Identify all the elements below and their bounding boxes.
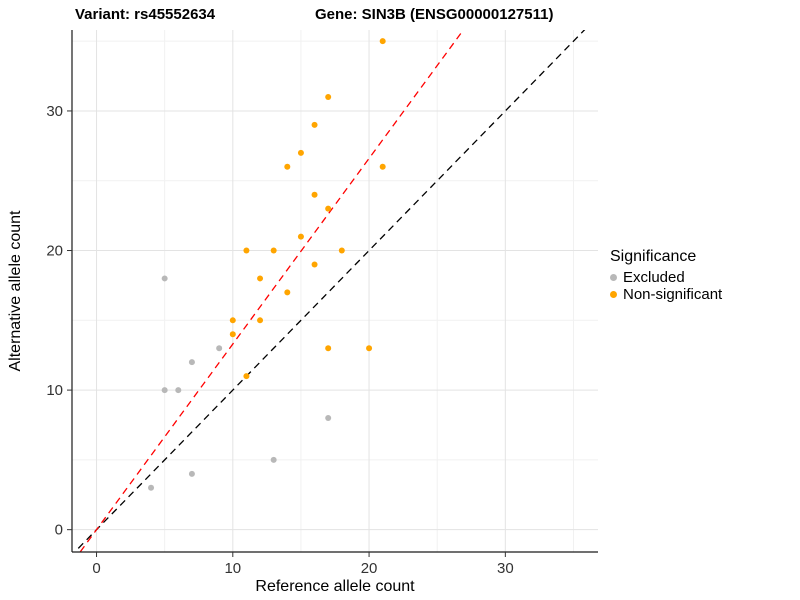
data-point-excluded [188,470,195,477]
legend-item-label: Non-significant [623,286,723,303]
legend-swatch-icon [610,274,617,281]
data-point-excluded [270,456,277,463]
data-point-excluded [216,345,223,352]
data-point-non-significant [229,317,236,324]
data-point-non-significant [379,163,386,170]
data-point-non-significant [379,38,386,45]
plot-panel [72,30,598,552]
data-point-non-significant [284,289,291,296]
legend-item-label: Excluded [623,269,685,286]
refline-identity [73,30,586,552]
data-point-excluded [148,484,155,491]
data-point-non-significant [325,345,332,352]
legend-items: Excluded Non-significant [610,269,722,303]
data-point-non-significant [366,345,373,352]
legend-title: Significance [610,248,697,265]
data-point-non-significant [297,149,304,156]
data-point-non-significant [297,233,304,240]
legend-swatch-icon [610,291,617,298]
data-point-non-significant [257,275,264,282]
data-point-non-significant [243,247,250,254]
legend-item: Non-significant [610,286,722,303]
legend-item: Excluded [610,269,722,286]
data-point-non-significant [284,163,291,170]
x-axis-label: Reference allele count [255,578,415,595]
plot-title-variant: Variant: rs45552634 [75,6,216,23]
x-tick-label: 30 [497,560,514,577]
data-point-non-significant [325,205,332,212]
data-point-excluded [161,387,168,394]
data-point-excluded [325,415,332,422]
data-point-non-significant [311,121,318,128]
y-axis-label: Alternative allele count [7,210,24,372]
data-point-non-significant [338,247,345,254]
y-tick-label: 10 [46,382,63,399]
x-tick-label: 20 [361,560,378,577]
data-point-excluded [188,359,195,366]
data-point-excluded [161,275,168,282]
data-point-non-significant [311,191,318,198]
data-point-excluded [175,387,182,394]
data-point-non-significant [311,261,318,268]
data-point-non-significant [257,317,264,324]
y-tick-label: 30 [46,103,63,120]
data-point-non-significant [229,331,236,338]
data-point-non-significant [325,93,332,100]
data-point-non-significant [270,247,277,254]
x-tick-label: 0 [92,560,100,577]
y-tick-label: 0 [55,522,63,539]
legend: Significance Excluded Non-significant [610,248,722,303]
data-point-non-significant [243,373,250,380]
plot-title-gene: Gene: SIN3B (ENSG00000127511) [315,6,554,23]
y-tick-label: 20 [46,243,63,260]
x-tick-label: 10 [224,560,241,577]
